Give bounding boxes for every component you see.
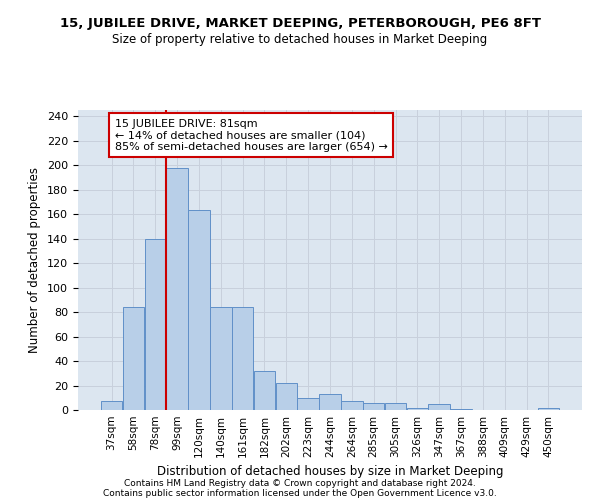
Bar <box>319 394 341 410</box>
Bar <box>428 404 450 410</box>
Bar <box>166 168 188 410</box>
Bar <box>363 402 385 410</box>
Bar <box>188 210 209 410</box>
Bar <box>341 402 362 410</box>
Bar <box>254 371 275 410</box>
Text: Size of property relative to detached houses in Market Deeping: Size of property relative to detached ho… <box>112 32 488 46</box>
Bar <box>385 402 406 410</box>
Bar <box>101 402 122 410</box>
Text: Contains public sector information licensed under the Open Government Licence v3: Contains public sector information licen… <box>103 488 497 498</box>
Bar <box>298 398 319 410</box>
Bar <box>538 408 559 410</box>
X-axis label: Distribution of detached houses by size in Market Deeping: Distribution of detached houses by size … <box>157 466 503 478</box>
Bar <box>275 383 297 410</box>
Bar <box>232 307 253 410</box>
Bar <box>210 307 232 410</box>
Y-axis label: Number of detached properties: Number of detached properties <box>28 167 41 353</box>
Text: 15 JUBILEE DRIVE: 81sqm
← 14% of detached houses are smaller (104)
85% of semi-d: 15 JUBILEE DRIVE: 81sqm ← 14% of detache… <box>115 118 388 152</box>
Text: 15, JUBILEE DRIVE, MARKET DEEPING, PETERBOROUGH, PE6 8FT: 15, JUBILEE DRIVE, MARKET DEEPING, PETER… <box>59 18 541 30</box>
Bar <box>145 238 166 410</box>
Bar <box>407 408 428 410</box>
Text: Contains HM Land Registry data © Crown copyright and database right 2024.: Contains HM Land Registry data © Crown c… <box>124 478 476 488</box>
Bar <box>451 409 472 410</box>
Bar <box>123 307 144 410</box>
